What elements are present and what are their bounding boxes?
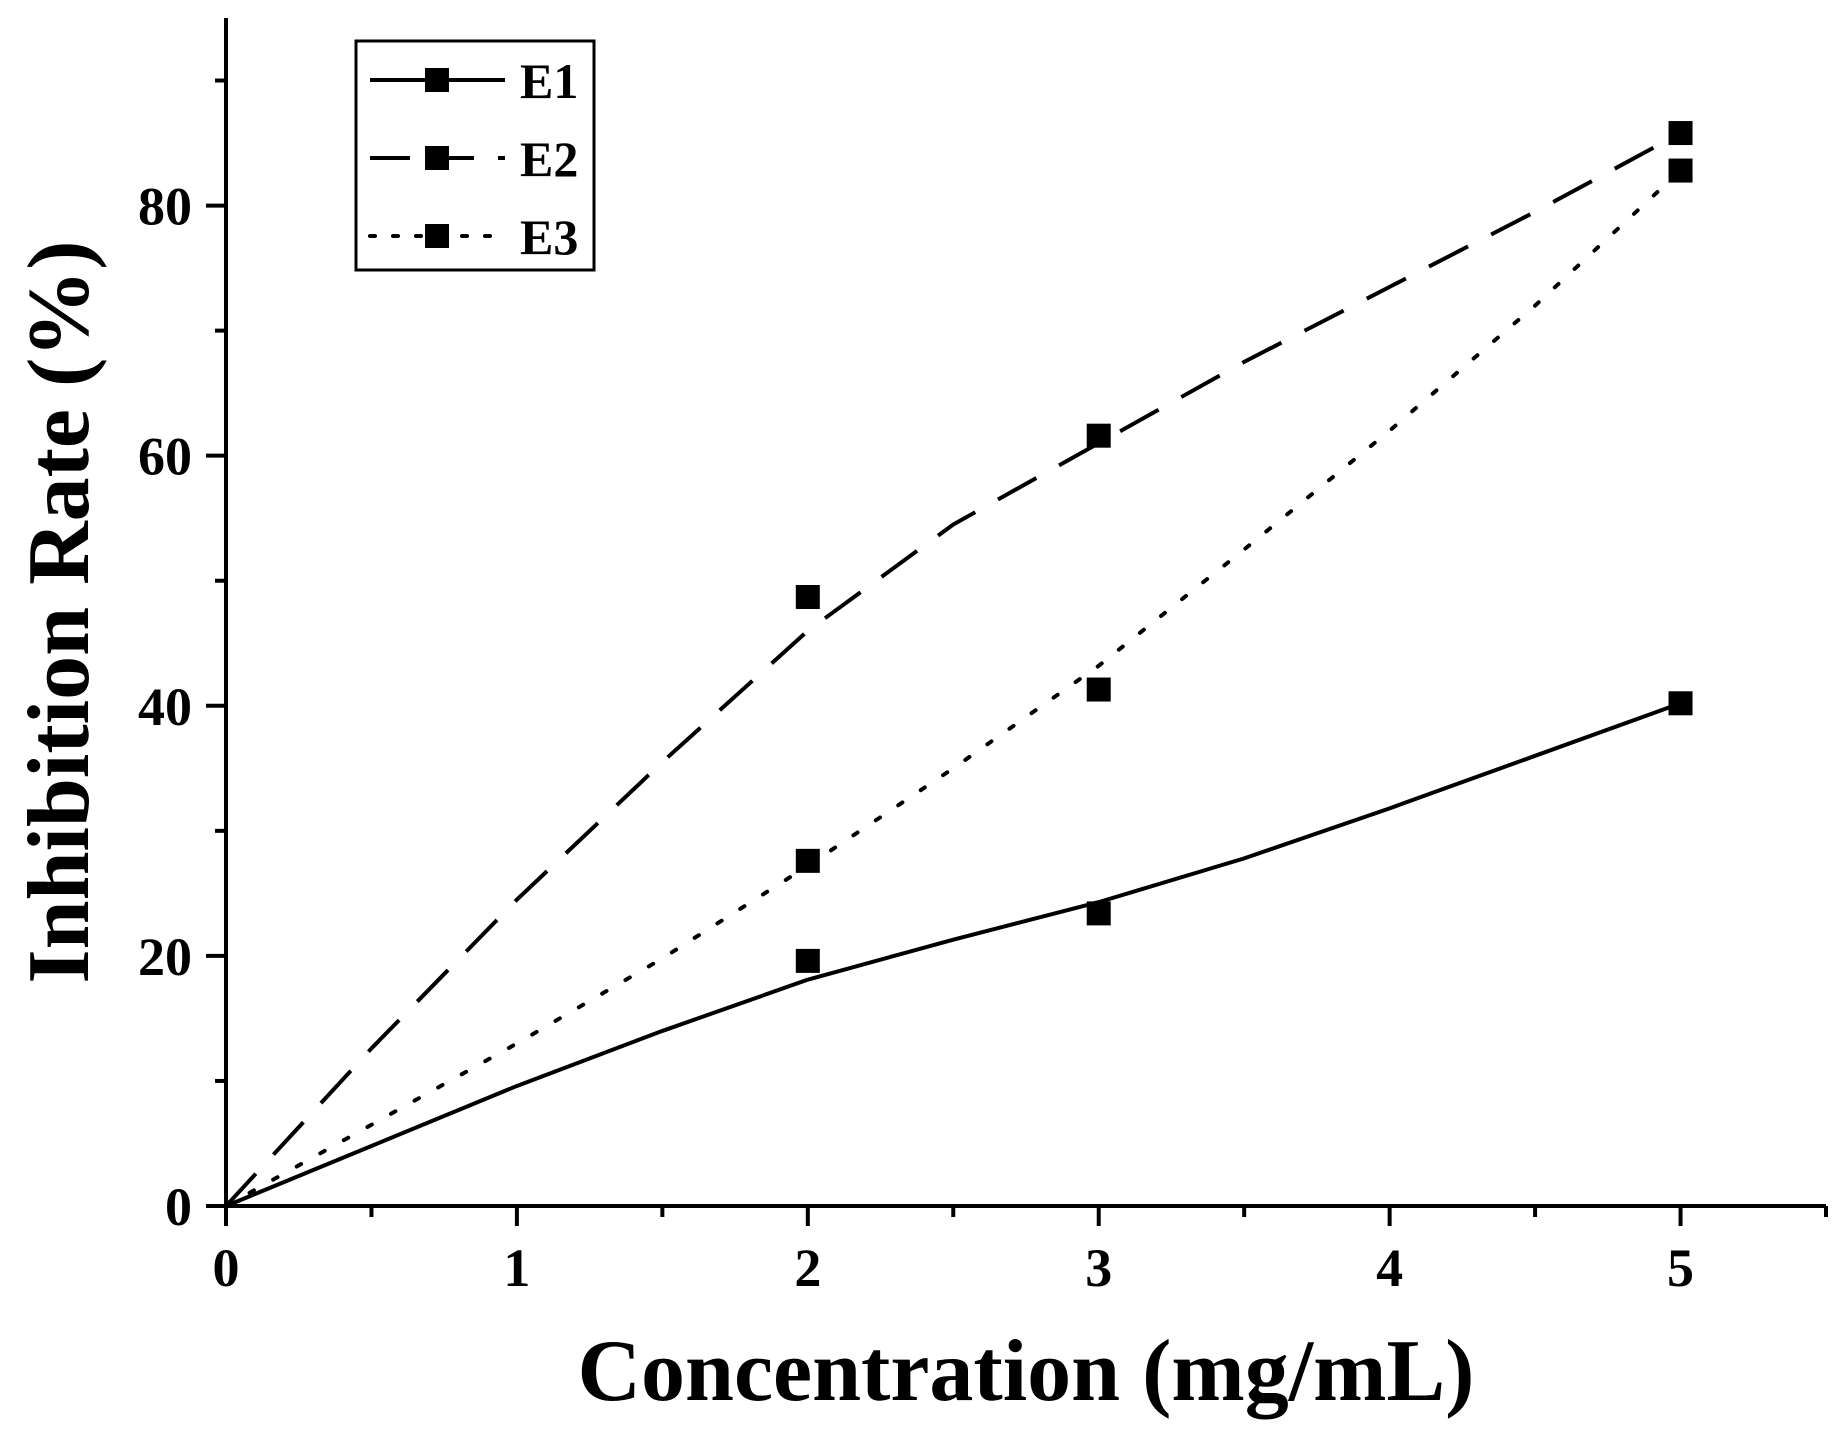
series-E3 [224,158,1693,1208]
data-point-E2 [1668,121,1693,146]
axes: 0 1 2 3 4 5 0 20 40 60 80 [138,18,1828,1298]
series-line-E3 [224,168,1683,1208]
legend-item-E1: E1 [370,53,578,109]
x-tick-label: 2 [794,1238,821,1298]
legend-marker-E1 [425,68,449,92]
x-axis-title: Concentration (mg/mL) [578,1323,1475,1420]
legend-item-E3: E3 [368,209,578,265]
y-tick-label: 40 [138,677,192,737]
data-point-E1 [1668,691,1693,716]
data-point-E3 [1086,677,1111,702]
y-axis-title: Inhibition Rate (%) [11,240,108,983]
series-line-E2 [224,131,1682,1208]
series-E2 [224,121,1693,1208]
legend-label-E3: E3 [520,209,578,265]
legend-box [354,39,596,272]
plot-area [224,121,1693,1208]
data-point-E1 [795,948,820,973]
legend-marker-E2 [425,146,449,170]
legend-label-E2: E2 [520,131,578,187]
x-tick-label: 5 [1667,1238,1694,1298]
x-tick-label: 1 [503,1238,530,1298]
data-point-E3 [795,848,820,873]
data-point-E2 [1086,423,1111,448]
series-line-E1 [225,701,1682,1208]
data-point-E3 [1668,158,1693,183]
y-tick-label: 80 [138,177,192,237]
x-tick-label: 0 [213,1238,240,1298]
y-tick-label: 60 [138,427,192,487]
x-tick-label: 4 [1376,1238,1403,1298]
series-E1 [225,691,1693,1208]
legend-marker-E3 [425,224,449,248]
y-tick-label: 20 [138,927,192,987]
legend-item-E2: E2 [370,131,578,187]
data-point-E1 [1086,901,1111,926]
y-tick-label: 0 [165,1177,192,1237]
legend: E1 E2 E3 [354,39,596,272]
data-point-E2 [795,584,820,609]
x-tick-label: 3 [1085,1238,1112,1298]
legend-label-E1: E1 [520,53,578,109]
